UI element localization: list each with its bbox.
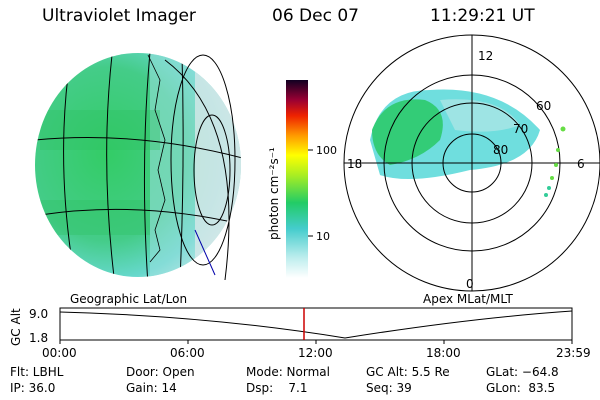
colorbar-label: photon cm⁻²s⁻¹ xyxy=(267,147,281,240)
timeline-xtick-3: 18:00 xyxy=(426,346,461,360)
gc-alt-readout: GC Alt: 5.5 Re xyxy=(366,365,450,379)
ip-readout: IP: 36.0 xyxy=(10,381,56,395)
timeline-ytick-top: 9.0 xyxy=(29,307,48,321)
mode-readout: Mode: Normal xyxy=(246,365,330,379)
timeline-xtick-0: 00:00 xyxy=(42,346,77,360)
mlt-label-0: 0 xyxy=(466,277,474,291)
dsp-readout: Dsp: 7.1 xyxy=(246,381,308,395)
glat-readout: GLat: −64.8 xyxy=(486,365,559,379)
geographic-image xyxy=(35,53,241,281)
altitude-timeline: GC Alt 9.0 1.8 00:00 06:00 12:00 18:00 2… xyxy=(9,307,591,360)
door-readout: Door: Open xyxy=(126,365,195,379)
seq-readout: Seq: 39 xyxy=(366,381,412,395)
timeline-xtick-2: 12:00 xyxy=(298,346,333,360)
date-readout: 06 Dec 07 xyxy=(272,6,359,26)
lat-label-80: 80 xyxy=(493,143,508,157)
mlt-label-18: 18 xyxy=(347,157,362,171)
time-readout: 11:29:21 UT xyxy=(430,6,535,26)
colorbar: 100 10 photon cm⁻²s⁻¹ xyxy=(267,80,337,278)
mlt-label-12: 12 xyxy=(478,49,493,63)
app-title: Ultraviolet Imager xyxy=(42,6,196,26)
timeline-ylabel: GC Alt xyxy=(9,308,23,346)
filter-readout: Flt: LBHL xyxy=(10,365,64,379)
mlt-label-6: 6 xyxy=(577,157,585,171)
polar-image: 12 18 6 0 60 70 80 xyxy=(343,34,600,292)
timeline-ytick-bottom: 1.8 xyxy=(29,331,48,345)
glon-readout: GLon: 83.5 xyxy=(486,381,556,395)
geographic-caption: Geographic Lat/Lon xyxy=(70,292,188,306)
apex-caption: Apex MLat/MLT xyxy=(423,292,513,306)
colorbar-tick-10: 10 xyxy=(316,230,330,243)
timeline-xtick-1: 06:00 xyxy=(170,346,205,360)
gain-readout: Gain: 14 xyxy=(126,381,177,395)
colorbar-tick-100: 100 xyxy=(316,144,337,157)
lat-label-70: 70 xyxy=(513,122,528,136)
timeline-xtick-4: 23:59 xyxy=(556,346,591,360)
lat-label-60: 60 xyxy=(536,99,551,113)
